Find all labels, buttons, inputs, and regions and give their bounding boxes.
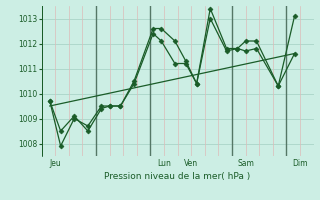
X-axis label: Pression niveau de la mer( hPa ): Pression niveau de la mer( hPa ): [104, 172, 251, 181]
